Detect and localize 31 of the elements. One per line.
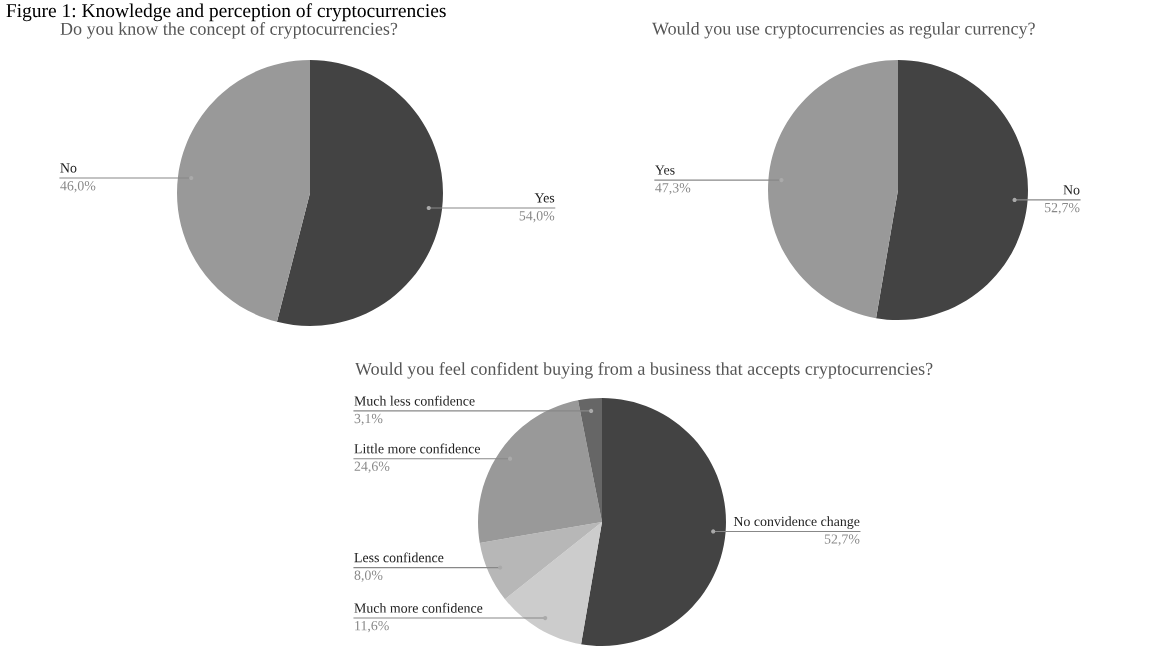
slice-label: Yes [534, 193, 555, 203]
data-label: 47,3% [655, 183, 691, 195]
pie-slice [876, 60, 1028, 320]
slice-label: Little more confidence [354, 443, 480, 454]
chart-title: Do you know the concept of cryptocurrencies? [60, 22, 398, 39]
pie-slice [478, 400, 602, 543]
data-label: 11,6% [355, 620, 389, 633]
data-label: 24,6% [354, 461, 390, 473]
pie-slice [276, 60, 443, 326]
slice-label: Much less confidence [354, 395, 475, 406]
pie-slice [177, 60, 310, 322]
pie-slice [479, 522, 602, 600]
slice-label: No [60, 163, 77, 173]
pie-slice [581, 398, 726, 646]
slice-label: Less confidence [354, 552, 444, 563]
data-label: 3,1% [354, 413, 383, 426]
data-label: 52,7% [824, 534, 860, 546]
slice-label: Much more confidence [354, 602, 483, 613]
slice-label: No convidence change [733, 516, 860, 529]
caption: Figure 1: Knowledge and perception of cryptocurrencies [6, 3, 446, 22]
pie-slice [578, 398, 602, 522]
pie-slice [768, 60, 898, 319]
data-label: 54,0% [519, 211, 555, 223]
slice-label: No [1063, 185, 1080, 195]
data-label: 8,0% [354, 570, 383, 582]
chart-title: Would you use cryptocurrencies as regular currency? [652, 22, 1035, 39]
data-label: 52,7% [1044, 202, 1080, 215]
chart-title: Would you feel confident buying from a business that accepts cryptocurrencies? [355, 362, 933, 379]
data-label: 46,0% [60, 181, 96, 193]
slice-label: Yes [655, 165, 675, 175]
pie-slice [504, 522, 602, 645]
